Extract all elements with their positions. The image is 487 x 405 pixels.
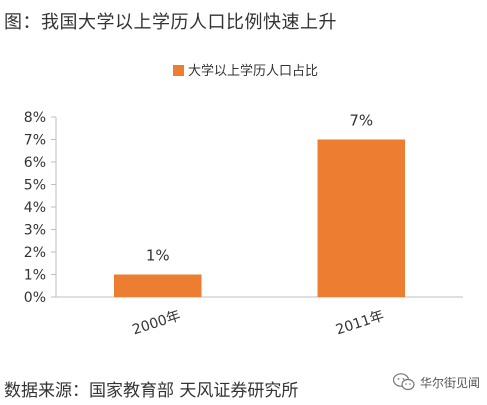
y-tick-label: 4% [24, 200, 46, 216]
y-tick-label: 5% [24, 178, 46, 194]
bar-chart: 大学以上学历人口占比 0% 1% 2% 3% 4% 5% 6% 7% 8% 1% 7% 2000年… [24, 63, 463, 339]
bar [113, 274, 202, 297]
wechat-icon [393, 373, 415, 391]
figure-caption: 图：我国大学以上学历人口比例快速上升 [4, 12, 337, 33]
y-tick-label: 6% [24, 155, 46, 171]
bars: 1% 7% [113, 112, 406, 297]
y-tick-label: 0% [24, 290, 46, 306]
legend-swatch [173, 65, 184, 76]
chart-legend: 大学以上学历人口占比 [173, 63, 318, 79]
y-tick-label: 7% [24, 133, 46, 149]
y-tick-label: 1% [24, 268, 46, 284]
x-tick-label: 2011年 [334, 308, 386, 339]
y-axis: 0% 1% 2% 3% 4% 5% 6% 7% 8% [24, 110, 57, 306]
x-tick-label: 2000年 [130, 308, 182, 339]
y-tick-label: 2% [24, 245, 46, 261]
legend-label: 大学以上学历人口占比 [188, 63, 318, 79]
watermark: 华尔街见闻 [393, 370, 480, 394]
data-label: 7% [349, 112, 373, 130]
y-tick-label: 8% [24, 110, 46, 126]
watermark-text: 华尔街见闻 [420, 375, 481, 390]
x-axis-ticks: 2000年 2011年 [130, 308, 386, 339]
y-tick-label: 3% [24, 223, 46, 239]
data-label: 1% [146, 247, 170, 265]
bar [317, 139, 406, 297]
data-source-note: 数据来源：国家教育部 天风证券研究所 [4, 381, 299, 401]
